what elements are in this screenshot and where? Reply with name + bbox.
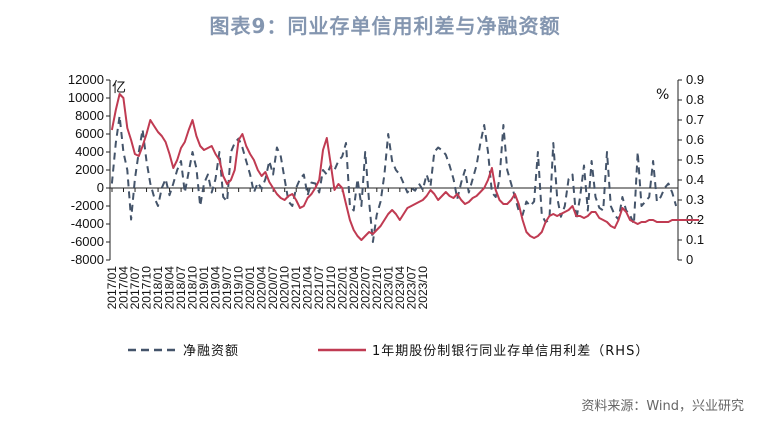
left-tick-label: 8000 [75,108,104,123]
left-tick-label: 10000 [68,90,104,105]
x-axis: 2017/012017/042017/072017/102018/012018/… [105,187,678,310]
left-tick-label: -6000 [71,234,104,249]
x-tick-label: 2020/07 [266,266,280,310]
right-tick-label: 0 [686,252,693,267]
x-tick-label: 2017/07 [128,266,142,310]
series-line-credit-spread [110,93,700,241]
x-tick-label: 2019/04 [209,266,223,310]
chart-title: 图表9：同业存单信用利差与净融资额 [209,14,561,38]
x-tick-label: 2021/04 [301,266,315,310]
left-tick-label: -8000 [71,252,104,267]
x-tick-label: 2019/10 [232,266,246,310]
x-tick-label: 2021/07 [312,266,326,310]
right-tick-label: 0.6 [686,132,704,147]
right-tick-label: 0.9 [686,72,704,87]
x-tick-label: 2020/04 [255,266,269,310]
x-tick-label: 2021/10 [324,266,338,310]
x-tick-label: 2018/04 [163,266,177,310]
right-tick-label: 0.1 [686,232,704,247]
right-unit-label: % [656,87,669,103]
x-tick-label: 2020/10 [278,266,292,310]
x-tick-label: 2017/01 [105,266,119,310]
x-tick-label: 2022/04 [347,266,361,310]
left-tick-label: -2000 [71,198,104,213]
x-tick-label: 2018/10 [186,266,200,310]
series-line-net-financing [110,115,678,243]
right-tick-label: 0.8 [686,92,704,107]
x-tick-label: 2022/07 [358,266,372,310]
source-note: 资料来源：Wind，兴业研究 [581,399,744,414]
x-tick-label: 2017/10 [140,266,154,310]
left-tick-label: 0 [97,180,104,195]
x-tick-label: 2022/01 [335,266,349,310]
left-axis: 12000 10000 8000 6000 4000 2000 0 -2000 -4000 -60… [68,72,111,267]
x-tick-label: 2023/10 [416,266,430,310]
x-tick-label: 2023/04 [393,266,407,310]
x-tick-label: 2018/01 [151,266,165,310]
right-tick-label: 0.3 [686,192,704,207]
left-unit-label: 亿 [112,80,126,96]
x-tick-label: 2020/01 [243,266,257,310]
x-tick-label: 2023/01 [381,266,395,310]
right-tick-label: 0.5 [686,152,704,167]
left-tick-label: 4000 [75,144,104,159]
x-tick-label: 2017/04 [117,266,131,310]
x-tick-label: 2023/07 [404,266,418,310]
legend-label-net-financing: 净融资额 [183,344,239,359]
left-tick-label: 2000 [75,162,104,177]
left-tick-label: -4000 [71,216,104,231]
right-axis: 0.90.80.70.60.50.40.30.20.10 [677,72,704,267]
left-tick-label: 12000 [68,72,104,87]
x-tick-label: 2022/10 [370,266,384,310]
x-tick-label: 2019/01 [197,266,211,310]
left-tick-label: 6000 [75,126,104,141]
right-tick-label: 0.4 [686,172,704,187]
x-tick-label: 2021/01 [289,266,303,310]
right-tick-label: 0.7 [686,112,704,127]
legend: 净融资额 1年期股份制银行同业存单信用利差（RHS） [128,344,649,359]
legend-label-credit-spread: 1年期股份制银行同业存单信用利差（RHS） [372,344,649,359]
series-layer [110,93,700,243]
x-tick-label: 2019/07 [220,266,234,310]
x-tick-label: 2018/07 [174,266,188,310]
